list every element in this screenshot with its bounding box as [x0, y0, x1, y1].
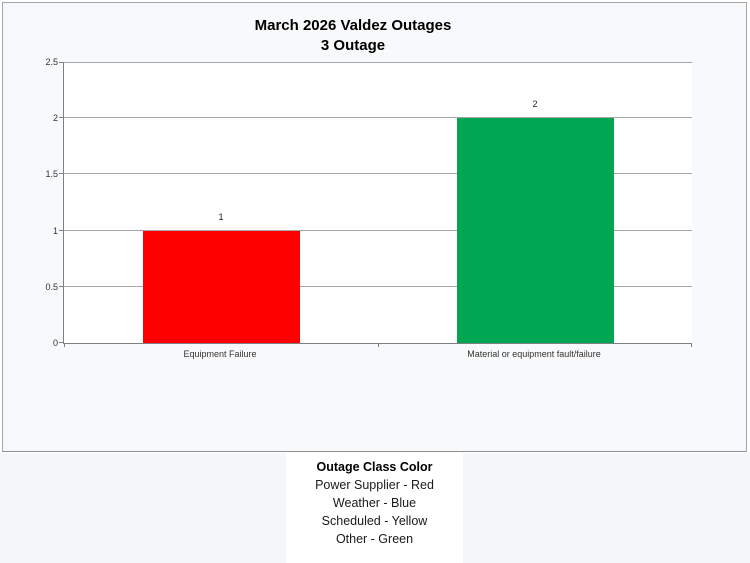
- plot-area: 0 0.5 1 1.5 2 2.5 1 2: [45, 57, 692, 348]
- x-category-label: Material or equipment fault/failure: [467, 349, 601, 359]
- legend: Outage Class Color Power Supplier - Red W…: [286, 453, 463, 563]
- legend-entry: Scheduled - Yellow: [321, 514, 428, 528]
- gridline: [64, 173, 692, 174]
- y-tick-label: 1.5: [45, 169, 58, 179]
- x-axis-tick: [64, 343, 65, 347]
- legend-entry: Power Supplier - Red: [315, 478, 434, 492]
- y-tick-label: 2.5: [45, 57, 58, 67]
- x-axis-tick: [691, 343, 692, 347]
- y-axis-tick: [59, 117, 64, 118]
- legend-entries: Power Supplier - Red Weather - Blue Schedu…: [286, 476, 463, 548]
- chart-title: March 2026 Valdez Outages 3 Outage: [3, 16, 703, 56]
- y-axis-tick: [59, 62, 64, 63]
- y-tick-label: 1: [52, 226, 58, 236]
- y-tick-label: 2: [52, 113, 58, 123]
- gridline: [64, 286, 692, 287]
- y-tick-label: 0.5: [45, 282, 58, 292]
- gridline: [64, 62, 692, 63]
- x-axis-tick: [378, 343, 379, 347]
- chart-title-line1: March 2026 Valdez Outages: [254, 17, 452, 34]
- y-axis-tick: [59, 230, 64, 231]
- y-tick-label: 0: [52, 338, 58, 348]
- x-axis-labels: Equipment Failure Material or equipment f…: [63, 349, 692, 363]
- bar-value-label: 2: [532, 99, 538, 109]
- legend-entry: Other - Green: [335, 532, 414, 546]
- y-axis-tick: [59, 173, 64, 174]
- y-axis-tick: [59, 342, 64, 343]
- bar-2: [457, 118, 614, 343]
- x-category-label: Equipment Failure: [183, 349, 257, 359]
- legend-entry: Weather - Blue: [332, 496, 417, 510]
- legend-title: Outage Class Color: [316, 460, 433, 474]
- bar-value-label: 1: [218, 212, 224, 222]
- below-chart-region: Outage Class Color Power Supplier - Red W…: [0, 453, 750, 563]
- chart-frame: March 2026 Valdez Outages 3 Outage 0 0.5 1…: [2, 2, 747, 452]
- y-axis-tick: [59, 286, 64, 287]
- gridline: [64, 117, 692, 118]
- gridline: [64, 230, 692, 231]
- bar-1: [143, 231, 300, 343]
- chart-title-line2: 3 Outage: [320, 37, 386, 54]
